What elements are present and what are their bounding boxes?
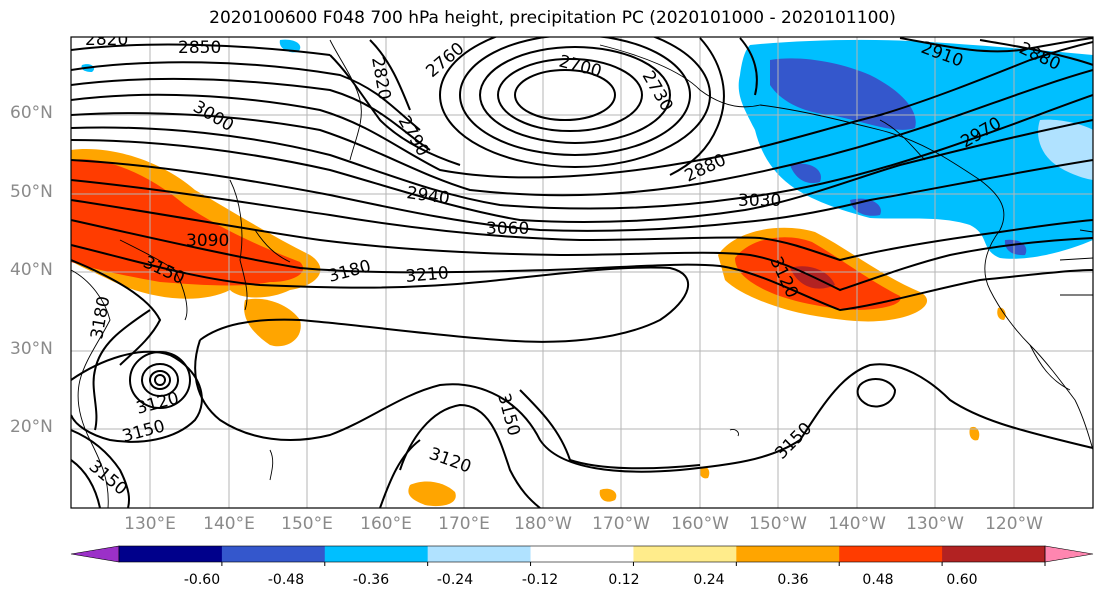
contour-label: 3060 — [486, 219, 529, 239]
contour-label: 2730 — [638, 68, 677, 115]
colorbar — [70, 545, 1094, 566]
contour-label: 2940 — [405, 183, 451, 209]
lat-label: 30°N — [10, 339, 53, 359]
colorbar-bin — [530, 546, 634, 562]
contour-label: 2880 — [682, 150, 730, 186]
colorbar-bin — [119, 546, 223, 562]
lon-label: 130°W — [906, 514, 964, 534]
colorbar-bin — [633, 546, 737, 562]
colorbar-bin — [427, 546, 532, 562]
lon-label: 160°W — [671, 514, 729, 534]
contour-label: 3090 — [186, 231, 229, 251]
lon-label: 160°E — [360, 514, 412, 534]
colorbar-bin — [324, 546, 429, 562]
lon-label: 180°W — [514, 514, 572, 534]
lon-label: 140°W — [828, 514, 886, 534]
colorbar-tick-label: 0.24 — [693, 572, 725, 588]
contour-label: 3150 — [493, 391, 524, 438]
colorbar-tick-label: 0.36 — [777, 572, 809, 588]
colorbar-bin — [736, 546, 840, 562]
contour-label: 3120 — [134, 388, 181, 419]
colorbar-tick-label: 0.48 — [862, 572, 894, 588]
colorbar-outline — [118, 545, 1046, 563]
contour-label: 2820 — [85, 30, 128, 50]
colorbar-tick-label: 0.60 — [946, 572, 978, 588]
lat-label: 50°N — [10, 182, 53, 202]
colorbar-extend-min — [70, 545, 120, 563]
colorbar-tick-label: -0.36 — [352, 572, 390, 588]
colorbar-bin — [221, 546, 326, 562]
lon-label: 170°W — [592, 514, 650, 534]
contour-label: 2820 — [367, 55, 394, 101]
lat-label: 40°N — [10, 260, 53, 280]
contour-label: 3180 — [326, 256, 373, 287]
colorbar-tick-label: -0.48 — [267, 572, 305, 588]
lon-label: 150°W — [749, 514, 807, 534]
colorbar-tick-label: -0.24 — [436, 572, 474, 588]
lat-label: 60°N — [10, 103, 53, 123]
lat-label: 20°N — [10, 417, 53, 437]
colorbar-tick-label: -0.12 — [521, 572, 559, 588]
lon-label: 130°E — [124, 514, 176, 534]
lon-label: 120°W — [985, 514, 1043, 534]
contour-label: 2850 — [178, 38, 221, 58]
colorbar-tick-label: -0.60 — [183, 572, 221, 588]
lon-label: 140°E — [203, 514, 255, 534]
precip-positive-central — [408, 227, 1006, 507]
contour-label: 3000 — [190, 97, 237, 136]
colorbar-tick-label: 0.12 — [608, 572, 640, 588]
map-frame — [70, 36, 1094, 509]
lon-label: 170°E — [438, 514, 490, 534]
colorbar-extend-max — [1044, 545, 1094, 563]
height-contours — [71, 37, 1093, 508]
contour-label: 3030 — [738, 191, 781, 211]
contour-label: 3120 — [426, 444, 473, 478]
contour-label: 3180 — [87, 295, 114, 341]
colorbar-bin — [942, 546, 1046, 562]
contour-label: 2700 — [557, 52, 604, 83]
map-title: 2020100600 F048 700 hPa height, precipit… — [209, 8, 896, 28]
contour-label: 3210 — [405, 263, 450, 287]
lon-label: 150°E — [281, 514, 333, 534]
colorbar-bin — [839, 546, 943, 562]
